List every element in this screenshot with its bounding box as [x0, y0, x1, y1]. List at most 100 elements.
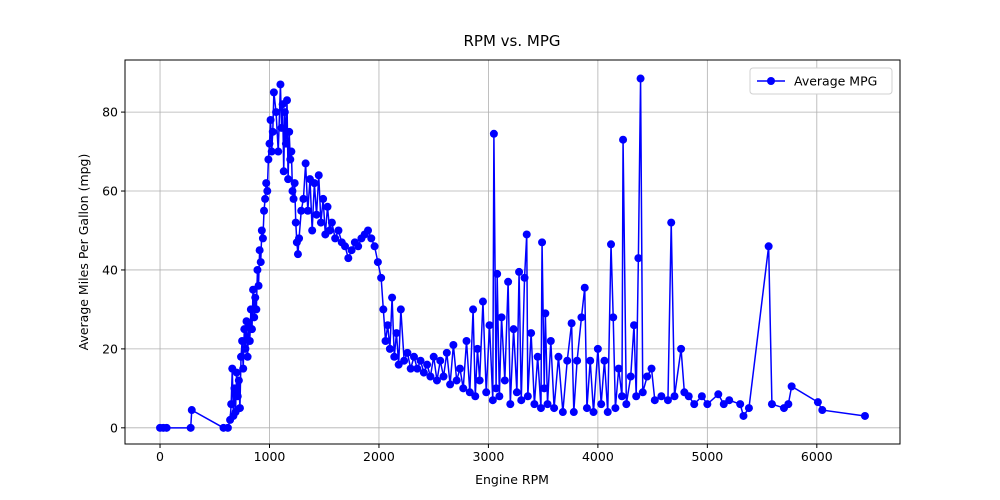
data-point — [442, 348, 451, 357]
data-point — [262, 179, 271, 188]
data-point — [319, 194, 328, 203]
x-tick-label: 2000 — [363, 449, 395, 464]
data-point — [860, 411, 869, 420]
data-point — [312, 210, 321, 219]
data-point — [392, 329, 401, 338]
data-point — [267, 147, 276, 156]
data-point — [684, 392, 693, 401]
data-point — [251, 293, 260, 302]
data-point — [310, 179, 319, 188]
data-point — [634, 254, 643, 263]
data-point — [295, 234, 304, 243]
data-point — [787, 382, 796, 391]
data-point — [280, 108, 289, 117]
y-tick-label: 20 — [102, 341, 118, 356]
data-point — [316, 218, 325, 227]
data-point — [269, 88, 278, 97]
data-point — [546, 336, 555, 345]
data-point — [622, 400, 631, 409]
data-point — [266, 115, 275, 124]
data-point — [187, 406, 196, 415]
chart-title: RPM vs. MPG — [463, 32, 560, 50]
data-point — [527, 329, 536, 338]
x-tick-label: 3000 — [473, 449, 505, 464]
data-point — [630, 321, 639, 330]
data-point — [331, 234, 340, 243]
data-point — [573, 356, 582, 365]
data-point — [436, 356, 445, 365]
data-point — [577, 313, 586, 322]
data-point — [500, 376, 509, 385]
data-point — [334, 226, 343, 235]
data-point — [260, 206, 269, 215]
data-point — [396, 305, 405, 314]
data-point — [569, 408, 578, 417]
data-point — [512, 388, 521, 397]
data-point — [550, 404, 559, 413]
data-point — [462, 336, 471, 345]
data-point — [233, 392, 242, 401]
data-point — [245, 336, 254, 345]
data-point — [647, 364, 656, 373]
data-point — [495, 392, 504, 401]
data-point — [400, 356, 409, 365]
data-point — [597, 400, 606, 409]
data-point — [423, 360, 432, 369]
data-point — [767, 400, 776, 409]
data-point — [530, 400, 539, 409]
data-point — [227, 400, 236, 409]
data-point — [482, 388, 491, 397]
data-point — [533, 352, 542, 361]
data-point — [235, 404, 244, 413]
data-point — [243, 352, 252, 361]
data-point — [657, 392, 666, 401]
data-point — [247, 325, 256, 334]
data-point — [283, 96, 292, 105]
legend-box — [749, 67, 893, 95]
data-point — [237, 352, 246, 361]
data-point — [388, 293, 397, 302]
data-point — [284, 175, 293, 184]
legend-marker — [767, 77, 775, 85]
data-point — [250, 313, 259, 322]
data-point — [714, 390, 723, 399]
data-point — [289, 194, 298, 203]
data-point — [520, 273, 529, 282]
data-point — [288, 187, 297, 196]
data-point — [677, 344, 686, 353]
data-point — [286, 155, 295, 164]
data-point — [607, 240, 616, 249]
data-point — [406, 364, 415, 373]
data-point — [297, 206, 306, 215]
data-point — [281, 139, 290, 148]
data-point — [439, 372, 448, 381]
data-point — [446, 380, 455, 389]
data-point — [367, 234, 376, 243]
data-point — [638, 388, 647, 397]
data-point — [432, 376, 441, 385]
data-point — [670, 392, 679, 401]
data-point — [522, 230, 531, 239]
data-point — [813, 398, 822, 407]
data-point — [663, 396, 672, 405]
data-point — [626, 372, 635, 381]
data-point — [725, 396, 734, 405]
data-point — [254, 281, 263, 290]
data-point — [390, 352, 399, 361]
data-point — [255, 246, 264, 255]
data-point — [238, 336, 247, 345]
data-point — [563, 356, 572, 365]
data-point — [383, 321, 392, 330]
data-point — [419, 368, 428, 377]
data-point — [268, 127, 277, 136]
data-point — [478, 297, 487, 306]
data-point — [449, 340, 458, 349]
data-point — [473, 344, 482, 353]
data-point — [347, 246, 356, 255]
data-point — [492, 384, 501, 393]
data-point — [506, 400, 515, 409]
y-axis-label: Average Miles Per Gallon (mpg) — [76, 154, 91, 351]
data-point — [582, 404, 591, 413]
y-tick-label: 40 — [102, 262, 118, 277]
x-tick-label: 1000 — [254, 449, 286, 464]
